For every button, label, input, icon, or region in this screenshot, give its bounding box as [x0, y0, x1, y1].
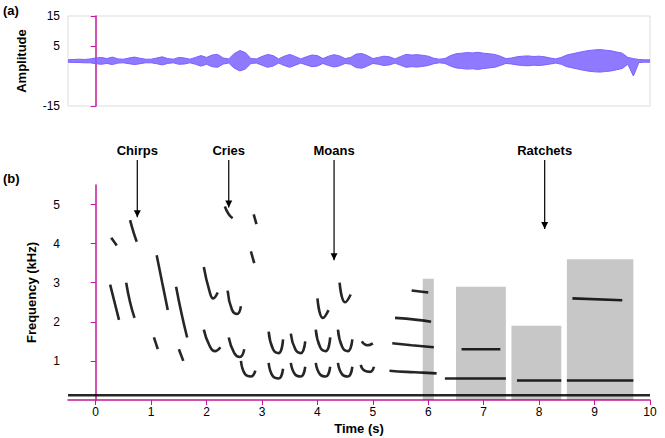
svg-text:9: 9 [591, 405, 598, 419]
svg-text:1: 1 [53, 354, 60, 368]
svg-text:0: 0 [92, 405, 99, 419]
svg-text:-15: -15 [43, 99, 61, 113]
svg-text:1: 1 [148, 405, 155, 419]
svg-text:(b): (b) [3, 171, 20, 186]
svg-text:3: 3 [53, 276, 60, 290]
svg-text:2: 2 [53, 315, 60, 329]
svg-text:Time (s): Time (s) [334, 421, 384, 436]
svg-text:3: 3 [259, 405, 266, 419]
svg-text:15: 15 [47, 9, 61, 23]
svg-text:(a): (a) [3, 3, 19, 18]
svg-text:8: 8 [536, 405, 543, 419]
svg-text:5: 5 [370, 405, 377, 419]
svg-text:Cries: Cries [212, 143, 245, 158]
svg-text:Chirps: Chirps [117, 143, 158, 158]
svg-text:2: 2 [203, 405, 210, 419]
svg-text:5: 5 [53, 39, 60, 53]
svg-text:5: 5 [53, 198, 60, 212]
svg-text:Ratchets: Ratchets [517, 143, 572, 158]
svg-text:6: 6 [425, 405, 432, 419]
svg-text:7: 7 [480, 405, 487, 419]
svg-text:Amplitude: Amplitude [14, 29, 29, 93]
svg-text:Frequency (kHz): Frequency (kHz) [24, 242, 39, 343]
svg-text:4: 4 [314, 405, 321, 419]
svg-text:4: 4 [53, 237, 60, 251]
svg-text:10: 10 [643, 405, 657, 419]
svg-text:Moans: Moans [313, 143, 354, 158]
